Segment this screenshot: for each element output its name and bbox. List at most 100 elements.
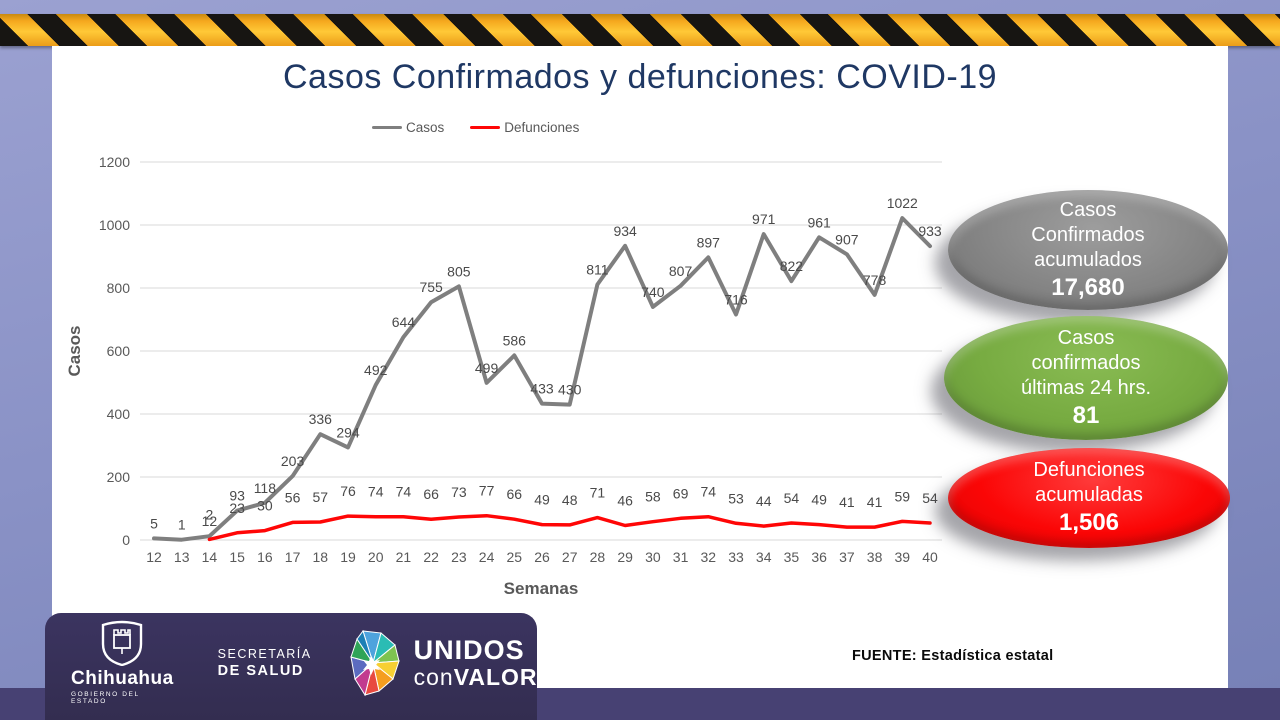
- badge-deaths-total: Defunciones acumuladas 1,506: [948, 448, 1230, 548]
- data-label: 294: [336, 424, 360, 440]
- data-label: 59: [894, 488, 910, 504]
- data-label: 41: [839, 494, 855, 510]
- secretaria-salud-logo: SECRETARÍA DE SALUD: [218, 647, 312, 679]
- data-label: 971: [752, 211, 776, 227]
- legend-item-casos: Casos: [372, 120, 444, 135]
- data-label: 805: [447, 263, 471, 279]
- defunciones-data-labels: 2 23 30 56 57 76 74 74 66 73 77 66 49 48 71 46 58 69 74 53 4…: [206, 483, 938, 523]
- data-label: 2: [206, 506, 214, 522]
- legend-label-casos: Casos: [406, 120, 445, 135]
- data-label: 5: [150, 515, 158, 531]
- data-label: 49: [534, 492, 550, 508]
- badge-line: Defunciones: [1033, 459, 1145, 481]
- data-label: 54: [922, 490, 938, 506]
- x-tick-label: 37: [839, 549, 855, 565]
- data-label: 811: [586, 262, 609, 278]
- badge-value: 1,506: [1058, 509, 1120, 536]
- data-label: 933: [918, 223, 942, 239]
- chart-legend: Casos Defunciones: [372, 120, 579, 135]
- data-label: 56: [285, 489, 301, 505]
- x-tick-label: 39: [894, 549, 910, 565]
- x-tick-label: 22: [423, 549, 439, 565]
- data-label: 740: [641, 284, 665, 300]
- data-label: 499: [475, 360, 499, 376]
- badge-value: 81: [1072, 401, 1100, 429]
- data-label: 23: [229, 500, 245, 516]
- x-tick-label: 23: [451, 549, 467, 565]
- x-tick-label: 24: [479, 549, 495, 565]
- data-label: 492: [364, 362, 388, 378]
- data-label: 74: [396, 484, 412, 500]
- casos-line-swatch: [372, 125, 402, 130]
- badge-line: Casos: [1059, 198, 1117, 221]
- x-tick-label: 38: [867, 549, 883, 565]
- data-label: 69: [673, 485, 689, 501]
- convalor-word: conVALOR: [413, 663, 538, 690]
- data-label: 30: [257, 498, 273, 514]
- defunciones-line-swatch: [470, 125, 501, 130]
- defunciones-line: [207, 513, 932, 542]
- valor-word: VALOR: [453, 663, 538, 690]
- badge-line: Confirmados: [1031, 223, 1145, 246]
- data-label: 74: [700, 484, 716, 500]
- data-label: 807: [669, 263, 693, 279]
- x-tick-label: 15: [229, 549, 245, 565]
- badge-line: últimas 24 hrs.: [1020, 376, 1152, 399]
- x-tick-label: 32: [700, 549, 716, 565]
- x-tick-label: 14: [202, 549, 218, 565]
- secretaria-line2: DE SALUD: [217, 662, 304, 679]
- unidos-wordmark: UNIDOS conVALOR: [413, 634, 538, 690]
- data-label: 76: [340, 483, 356, 499]
- x-tick-label: 13: [174, 549, 190, 565]
- y-tick-label: 1000: [99, 217, 130, 233]
- data-label: 93: [229, 488, 245, 504]
- data-label: 907: [835, 231, 859, 247]
- chihuahua-state-mosaic-icon: [349, 629, 400, 696]
- data-label: 57: [312, 489, 328, 505]
- chihuahua-government-logo: Chihuahua GOBIERNO DEL ESTADO: [71, 620, 174, 705]
- con-word: con: [413, 663, 454, 690]
- data-label: 58: [645, 489, 661, 505]
- x-tick-label: 36: [811, 549, 827, 565]
- data-label: 46: [617, 493, 633, 509]
- data-label: 71: [590, 485, 606, 501]
- gridlines: 0 200 400 600 800 1000 1200: [99, 154, 942, 548]
- state-name: Chihuahua: [71, 668, 174, 689]
- x-axis-title: Semanas: [504, 579, 579, 598]
- data-label: 77: [479, 483, 495, 499]
- legend-label-defunciones: Defunciones: [504, 120, 580, 135]
- x-tick-label: 29: [617, 549, 633, 565]
- data-label: 44: [756, 493, 772, 509]
- data-label: 74: [368, 484, 384, 500]
- data-label: 934: [613, 223, 637, 239]
- y-tick-label: 200: [107, 469, 131, 485]
- data-label: 54: [784, 490, 800, 506]
- badge-line: acumulados: [1034, 248, 1142, 271]
- data-label: 48: [562, 492, 578, 508]
- y-axis-title: Casos: [65, 325, 84, 376]
- badge-line: acumuladas: [1035, 484, 1143, 506]
- x-tick-label: 34: [756, 549, 772, 565]
- hazard-stripe: [0, 14, 1280, 46]
- data-label: 778: [863, 272, 887, 288]
- x-tick-label: 17: [285, 549, 301, 565]
- unidos-word: UNIDOS: [413, 634, 525, 665]
- data-label: 203: [281, 453, 305, 469]
- data-label: 1022: [887, 195, 918, 211]
- data-label: 822: [780, 258, 804, 274]
- data-label: 897: [697, 234, 721, 250]
- data-label: 118: [254, 480, 277, 496]
- chihuahua-shield-icon: [102, 620, 143, 666]
- badge-confirmed-24h: Casos confirmados últimas 24 hrs. 81: [944, 316, 1228, 440]
- x-tick-label: 40: [922, 549, 938, 565]
- data-label: 53: [728, 490, 744, 506]
- data-label: 961: [807, 214, 831, 230]
- x-tick-label: 35: [784, 549, 800, 565]
- data-label: 12: [202, 513, 218, 529]
- x-tick-label: 26: [534, 549, 550, 565]
- page-title: Casos Confirmados y defunciones: COVID-1…: [282, 58, 998, 96]
- badge-confirmed-total: Casos Confirmados acumulados 17,680: [948, 190, 1228, 310]
